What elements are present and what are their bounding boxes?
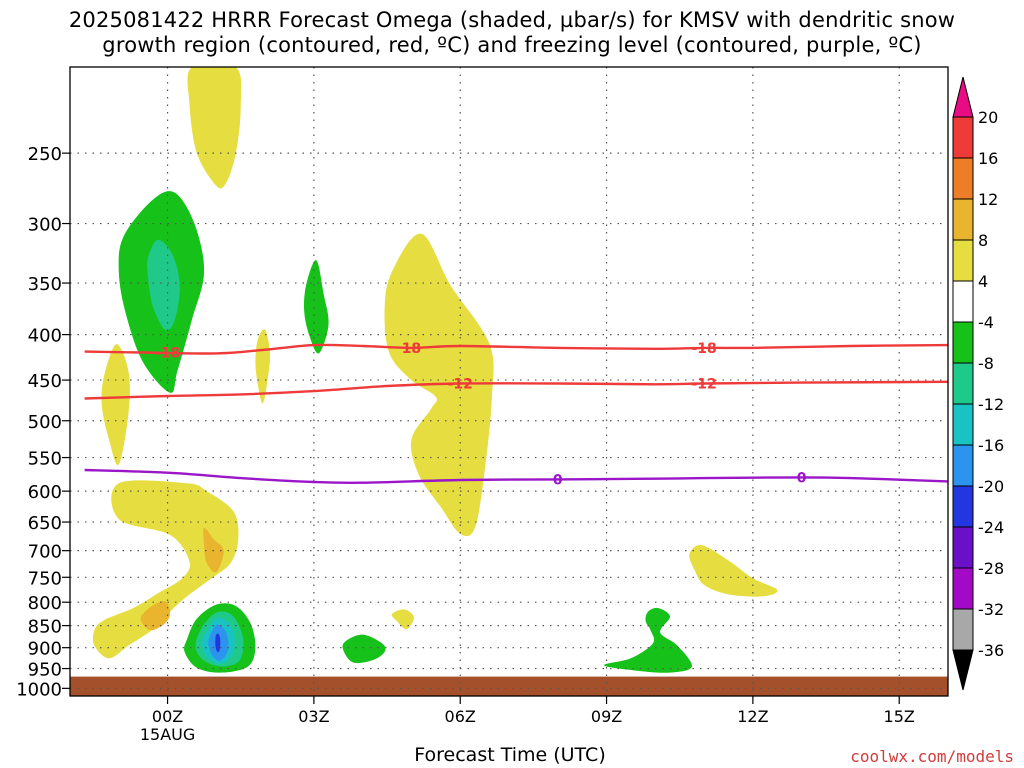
y-tick-label-450: 450 [28, 371, 62, 392]
colorbar-box-11 [952, 567, 974, 610]
colorbar-box-12 [952, 608, 974, 651]
y-tick-label-600: 600 [28, 482, 62, 503]
colorbar-box-9 [952, 485, 974, 528]
chart-title-line-2: growth region (contoured, red, ºC) and f… [102, 33, 922, 57]
contour-label-0-0: 0 [553, 472, 563, 488]
y-tick-label-350: 350 [28, 274, 62, 295]
omega-region-4-3 [101, 344, 130, 466]
plot-frame [69, 66, 949, 697]
colorbar-box-8 [952, 444, 974, 487]
omega-region--4-17 [604, 607, 692, 673]
contour-line--18 [84, 343, 948, 355]
omega-region--4-15 [342, 634, 386, 664]
credit-text: coolwx.com/models [850, 747, 1014, 766]
colorbar-label-6: -8 [978, 354, 994, 373]
y-tick-label-250: 250 [28, 144, 62, 165]
colorbar-bottom-arrow [952, 649, 974, 691]
omega-cross-section-chart: -18 18 -18 -12 -12 0 0 250 300 350 400 450 500 550 60… [16, 66, 1004, 740]
contour-label--18-0: -18 [155, 346, 180, 362]
y-tick-label-950: 950 [28, 660, 62, 681]
y-axis: 2503003504004505005506006507007508008509… [16, 144, 70, 700]
shaded-omega-regions [92, 67, 778, 673]
colorbar-top-arrow [952, 76, 974, 118]
omega-region-4-7 [92, 480, 239, 659]
x-tick-label-09Z: 09Z [591, 707, 622, 726]
x-tick-label-06Z: 06Z [445, 707, 476, 726]
y-tick-label-500: 500 [28, 412, 62, 433]
colorbar-label-3: 8 [978, 231, 988, 250]
x-tick-sublabel-00Z-0: 15AUG [140, 725, 195, 740]
omega-region-4-18 [689, 544, 778, 597]
omega-region-8-9 [140, 601, 170, 631]
colorbar-box-10 [952, 526, 974, 569]
colorbar-label-8: -16 [978, 436, 1004, 455]
colorbar-box-1 [952, 157, 974, 200]
colorbar-box-2 [952, 198, 974, 241]
colorbar: 20 16 12 8 4 -4 -8 -12 -16 -20 -24 -28 -32 -36 [952, 76, 1004, 691]
contour-line--12 [84, 380, 948, 400]
colorbar-box-5 [952, 321, 974, 364]
contour-label--12-0: -12 [448, 376, 473, 392]
y-tick-label-850: 850 [28, 617, 62, 638]
omega-region-4-16 [391, 609, 414, 630]
y-tick-label-1000: 1000 [16, 679, 62, 700]
x-tick-label-03Z: 03Z [298, 707, 329, 726]
contour-line-0 [84, 468, 948, 485]
y-tick-label-550: 550 [28, 449, 62, 470]
omega-region-4-0 [187, 67, 242, 189]
colorbar-box-7 [952, 403, 974, 446]
contour-label-0-1: 0 [797, 470, 807, 486]
colorbar-box-6 [952, 362, 974, 405]
y-tick-label-400: 400 [28, 326, 62, 347]
omega-region--4-5 [304, 260, 329, 354]
y-tick-label-650: 650 [28, 513, 62, 534]
y-tick-label-900: 900 [28, 639, 62, 660]
colorbar-label-10: -24 [978, 518, 1004, 537]
omega-region-4-4 [255, 329, 271, 404]
chart-title-line-1: 2025081422 HRRR Forecast Omega (shaded, … [68, 8, 956, 32]
colorbar-label-7: -12 [978, 395, 1004, 414]
colorbar-label-4: 4 [978, 272, 988, 291]
x-tick-label-12Z: 12Z [737, 707, 768, 726]
y-tick-label-300: 300 [28, 215, 62, 236]
x-tick-label-15Z: 15Z [884, 707, 915, 726]
x-axis: 00Z15AUG202503Z06Z09Z12Z15Z [140, 696, 915, 740]
y-tick-label-700: 700 [28, 542, 62, 563]
colorbar-label-11: -28 [978, 559, 1004, 578]
colorbar-label-0: 20 [978, 108, 998, 127]
colorbar-label-12: -32 [978, 600, 1004, 619]
ground-layer [70, 676, 948, 696]
x-axis-label: Forecast Time (UTC) [414, 744, 606, 766]
ground-surface [70, 676, 948, 696]
contour-label--18-1: 18 [402, 341, 421, 357]
omega-region--8-2 [147, 239, 180, 331]
colorbar-box-4 [952, 280, 974, 323]
colorbar-box-3 [952, 239, 974, 282]
y-tick-label-800: 800 [28, 593, 62, 614]
contour-label--12-1: -12 [691, 376, 716, 392]
colorbar-label-2: 12 [978, 190, 998, 209]
contour-label--18-2: -18 [691, 341, 716, 357]
colorbar-box-0 [952, 116, 974, 159]
x-tick-label-00Z: 00Z [152, 707, 183, 726]
colorbar-label-5: -4 [978, 313, 994, 332]
colorbar-label-9: -20 [978, 477, 1004, 496]
contour-labels: -18 18 -18 -12 -12 0 0 [155, 341, 807, 488]
colorbar-label-13: -36 [978, 641, 1004, 660]
contour-lines [84, 343, 948, 485]
y-tick-label-750: 750 [28, 568, 62, 589]
omega-region--20-14 [215, 633, 221, 653]
colorbar-label-1: 16 [978, 149, 998, 168]
